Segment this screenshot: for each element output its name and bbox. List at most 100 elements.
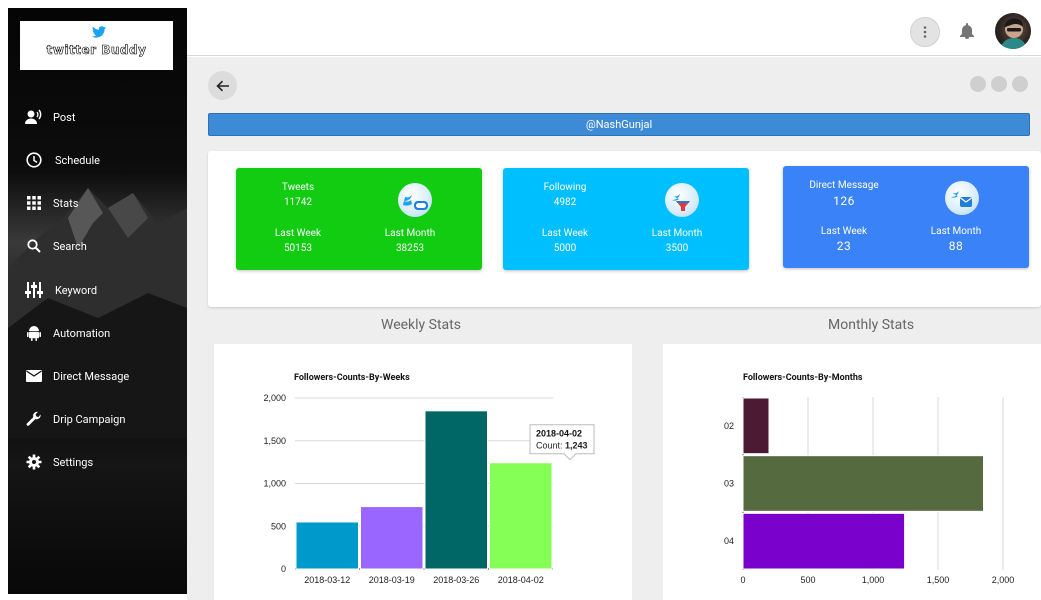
window-dot-2[interactable]	[991, 76, 1007, 92]
tooltip-count-value: 1,243	[565, 441, 588, 451]
card-title: Following	[543, 182, 587, 193]
monthly-bar-chart[interactable]: 0 500 1,000 1,500 2,000 02 03 04	[663, 344, 1041, 600]
bar[interactable]	[424, 410, 488, 570]
app-logo[interactable]: twitter Buddy	[20, 21, 173, 70]
stats-cards-panel: Tweets 11742 Last Week 50153 Last Month …	[208, 151, 1041, 307]
kebab-menu-icon	[923, 26, 927, 38]
weekly-stats-heading: Weekly Stats	[381, 317, 461, 333]
following-badge-icon	[665, 183, 699, 217]
window-dot-3[interactable]	[1012, 76, 1028, 92]
x-tick-label: 1,500	[927, 575, 950, 585]
sidebar-item-label: Drip Campaign	[53, 412, 126, 426]
sidebar-item-stats[interactable]: Stats	[8, 188, 187, 218]
following-card[interactable]: Following 4982 Last Week 5000 Last Month…	[503, 168, 749, 270]
last-week-value: 5000	[553, 243, 577, 254]
sidebar-item-label: Schedule	[55, 153, 100, 167]
tweets-badge-icon	[398, 183, 432, 217]
sidebar: twitter Buddy Post Schedule Stats Search	[8, 8, 187, 594]
card-value: 126	[833, 194, 855, 208]
bar[interactable]	[742, 512, 906, 570]
sidebar-item-label: Stats	[53, 196, 79, 210]
last-week-label: Last Week	[820, 226, 868, 237]
weekly-chart-title: Followers-Counts-By-Weeks	[294, 373, 410, 383]
sidebar-item-automation[interactable]: Automation	[8, 318, 187, 348]
back-button[interactable]	[208, 71, 237, 100]
search-icon	[25, 237, 43, 255]
sidebar-item-post[interactable]: Post	[8, 102, 187, 132]
y-tick-label: 0	[281, 564, 286, 574]
direct-message-badge-icon	[945, 181, 979, 215]
x-tick-label: 1,000	[862, 575, 885, 585]
main-content: @NashGunjal Tweets 11742 Last Week 50153…	[187, 57, 1041, 600]
x-tick-label: 2018-03-26	[433, 575, 479, 585]
post-voice-icon	[25, 108, 43, 126]
x-tick-label: 2,000	[992, 575, 1015, 585]
sidebar-item-drip-campaign[interactable]: Drip Campaign	[8, 404, 187, 434]
weekly-bar-chart[interactable]: 0 500 1,000 1,500 2,000 2018-03-12 2018-03-19 2…	[214, 344, 632, 600]
last-month-value: 3500	[665, 243, 689, 254]
window-dot-1[interactable]	[970, 76, 986, 92]
card-title: Direct Message	[809, 180, 879, 191]
sidebar-item-direct-message[interactable]: Direct Message	[8, 361, 187, 391]
bar[interactable]	[742, 455, 984, 512]
monthly-chart-title: Followers-Counts-By-Months	[743, 373, 863, 383]
last-month-value: 88	[948, 239, 964, 253]
twitter-bird-icon	[92, 26, 106, 38]
grid-icon	[25, 194, 43, 212]
tooltip-box	[529, 424, 595, 461]
y-tick-label: 04	[724, 536, 734, 546]
x-tick-label: 500	[800, 575, 815, 585]
android-icon	[25, 324, 43, 342]
card-value: 11742	[283, 197, 313, 208]
clock-icon	[25, 151, 43, 169]
mail-icon	[25, 367, 43, 385]
chart-tooltip: 2018-04-02 Count: 1,243	[529, 424, 595, 461]
window-controls	[970, 76, 1028, 92]
x-tick-label: 2018-03-12	[304, 575, 350, 585]
sidebar-item-label: Automation	[53, 326, 111, 340]
user-avatar[interactable]	[995, 13, 1031, 49]
last-week-value: 23	[836, 239, 852, 253]
tooltip-count: Count: 1,243	[536, 441, 588, 451]
x-tick-label: 2018-04-02	[498, 575, 544, 585]
y-tick-label: 1,500	[263, 436, 286, 446]
notifications-button[interactable]	[960, 23, 974, 43]
top-bar	[187, 0, 1041, 56]
sidebar-item-schedule[interactable]: Schedule	[8, 145, 187, 175]
y-tick-label: 500	[271, 521, 286, 531]
y-tick-label: 1,000	[263, 479, 286, 489]
more-options-button[interactable]	[910, 17, 940, 47]
bar[interactable]	[489, 462, 553, 570]
bar[interactable]	[295, 521, 359, 570]
last-week-label: Last Week	[274, 228, 322, 239]
card-value: 4982	[553, 197, 577, 208]
weekly-chart-card: Followers-Counts-By-Weeks 0 500 1,000 1,500…	[214, 344, 632, 600]
card-title: Tweets	[281, 182, 315, 193]
last-month-label: Last Month	[651, 228, 703, 239]
x-tick-label: 0	[740, 575, 745, 585]
tooltip-category: 2018-04-02	[536, 429, 582, 439]
sidebar-item-label: Keyword	[55, 283, 98, 297]
monthly-chart-card: Followers-Counts-By-Months 0 500 1,000 1,50…	[663, 344, 1041, 600]
x-tick-label: 2018-03-19	[369, 575, 415, 585]
last-month-label: Last Month	[384, 228, 436, 239]
wrench-icon	[25, 410, 43, 428]
sliders-icon	[25, 281, 43, 299]
y-tick-label: 02	[724, 421, 734, 431]
sidebar-item-label: Post	[53, 110, 76, 124]
tooltip-count-label: Count:	[536, 441, 565, 451]
direct-message-card[interactable]: Direct Message 126 Last Week 23 Last Mon…	[783, 166, 1029, 268]
sidebar-item-settings[interactable]: Settings	[8, 447, 187, 477]
sidebar-item-search[interactable]: Search	[8, 231, 187, 261]
bar[interactable]	[742, 397, 770, 455]
monthly-stats-heading: Monthly Stats	[828, 317, 915, 333]
sidebar-item-keyword[interactable]: Keyword	[8, 275, 187, 305]
twitter-handle-bar[interactable]: @NashGunjal	[208, 113, 1030, 136]
tweets-card[interactable]: Tweets 11742 Last Week 50153 Last Month …	[236, 168, 482, 270]
last-week-label: Last Week	[541, 228, 589, 239]
bar[interactable]	[360, 506, 424, 570]
sidebar-item-label: Direct Message	[53, 369, 130, 383]
arrow-left-icon	[215, 80, 229, 91]
y-tick-label: 2,000	[263, 393, 286, 403]
avatar-image	[1000, 18, 1027, 49]
